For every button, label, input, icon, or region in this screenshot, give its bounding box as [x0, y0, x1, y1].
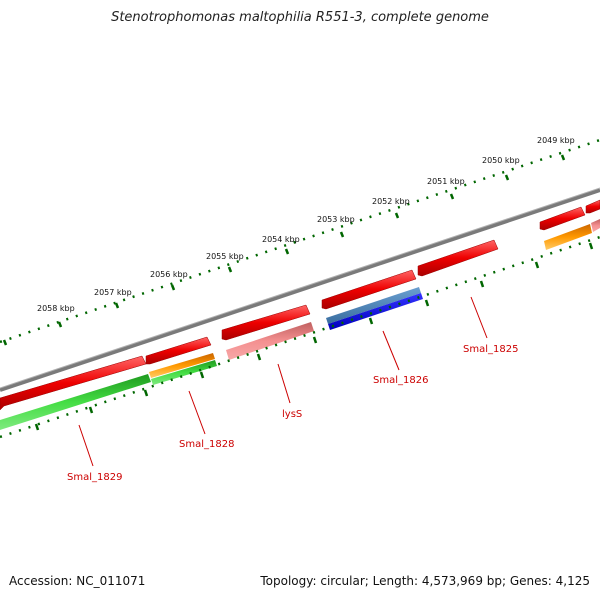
accession-text: Accession: NC_011071 — [9, 574, 146, 588]
gene-track-cds — [0, 199, 600, 411]
kbp-label: 2053 kbp — [317, 215, 355, 224]
gene-label-smal-1829: Smal_1829 — [67, 472, 122, 483]
kbp-label: 2058 kbp — [37, 304, 75, 313]
kbp-label: 2056 kbp — [150, 270, 188, 279]
kbp-label: 2055 kbp — [206, 252, 244, 261]
genome-backbone — [0, 188, 600, 392]
gene-label-smal-1825: Smal_1825 — [463, 344, 518, 355]
genome-summary-text: Topology: circular; Length: 4,573,969 bp… — [260, 574, 590, 588]
feature-green — [151, 360, 217, 385]
feature-pink — [591, 219, 600, 232]
gene-label-smal-1828: Smal_1828 — [179, 439, 234, 450]
feature-green — [0, 374, 151, 430]
genome-title: Stenotrophomonas maltophilia R551-3, com… — [111, 10, 489, 25]
gene-arrow — [585, 199, 600, 214]
gene-leader-lines — [78, 296, 488, 467]
kbp-label: 2049 kbp — [537, 136, 575, 145]
gene-label-lyss: lysS — [282, 409, 302, 420]
gene-arrow — [145, 336, 212, 365]
gene-arrow — [417, 239, 499, 277]
feature-orange — [149, 353, 215, 378]
kbp-label: 2057 kbp — [94, 288, 132, 297]
feature-pink — [226, 322, 314, 360]
genome-backbone-highlight — [0, 187, 600, 389]
gene-arrow — [0, 355, 147, 411]
ruler-major-ticks — [2, 154, 566, 346]
gene-arrow — [221, 304, 311, 341]
gene-label-smal-1826: Smal_1826 — [373, 375, 428, 386]
feature-steel-blue — [326, 287, 421, 324]
gene-arrow — [321, 269, 417, 310]
inner-ruler-major-ticks — [34, 242, 594, 431]
kbp-label: 2051 kbp — [427, 177, 465, 186]
kbp-label: 2050 kbp — [482, 156, 520, 165]
feature-orange — [544, 224, 592, 250]
kbp-label: 2052 kbp — [372, 197, 410, 206]
gene-arrow — [539, 206, 586, 231]
gene-track-features — [0, 219, 600, 430]
kbp-label: 2054 kbp — [262, 235, 300, 244]
